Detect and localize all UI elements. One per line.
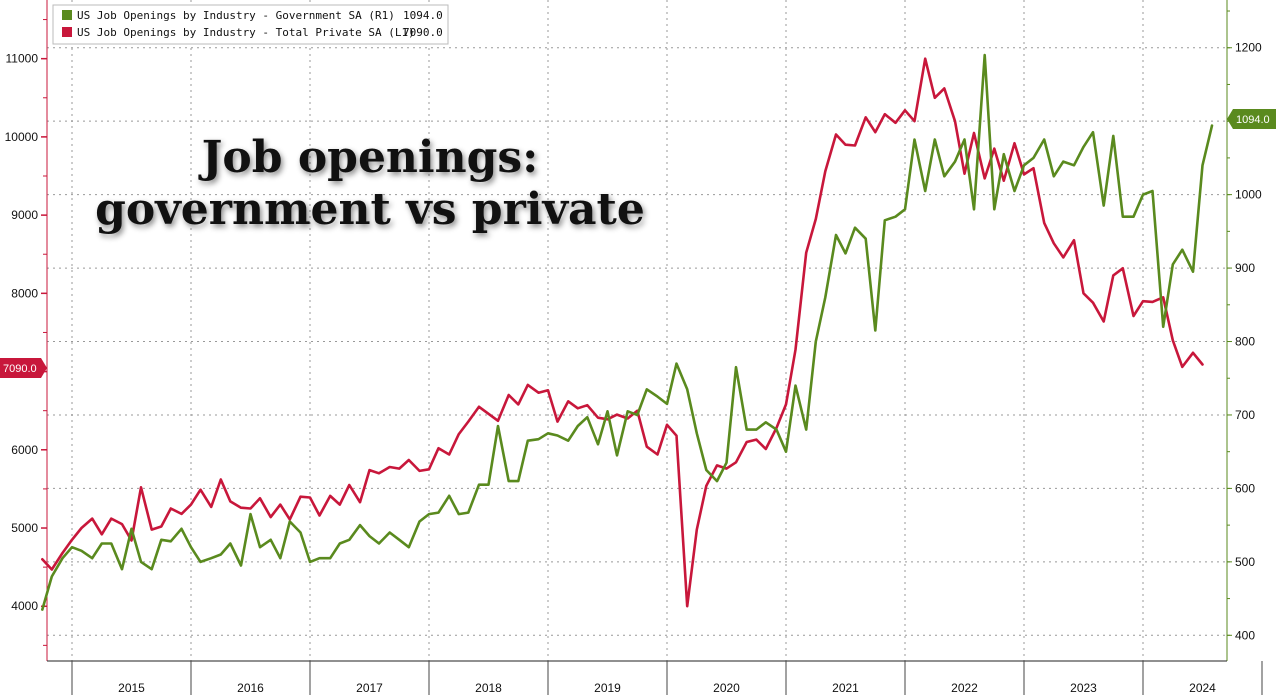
legend-swatch-government	[62, 10, 72, 20]
right-tick-label: 400	[1235, 628, 1255, 642]
legend-label-government: US Job Openings by Industry - Government…	[77, 9, 395, 22]
x-tick-label-2021: 2021	[832, 681, 859, 695]
left-tick-label: 4000	[11, 599, 38, 613]
x-tick-label-2022: 2022	[951, 681, 978, 695]
legend-value-government: 1094.0	[403, 9, 443, 22]
right-tick-label: 900	[1235, 261, 1255, 275]
tag-shape-private	[0, 358, 47, 378]
legend-value-private: 7090.0	[403, 26, 443, 39]
legend-box	[52, 4, 449, 45]
legend-swatch-private	[62, 27, 72, 37]
last-value-tags: 7090.0 1094.0	[0, 109, 1276, 378]
headline-line-1: Job openings:	[198, 132, 539, 183]
series-line-private	[40, 57, 1204, 608]
headline-line-2: government vs private	[95, 184, 645, 235]
last-value-tag-government: 1094.0	[1227, 109, 1276, 129]
series-line-government	[40, 53, 1214, 611]
left-tick-label: 9000	[11, 208, 38, 222]
x-axis-year-ticks: 2015 2016 2017 2018 2019 2020 2021 2022 2023 2024	[71, 661, 1263, 695]
x-tick-label-2024: 2024	[1189, 681, 1216, 695]
left-tick-label: 8000	[11, 286, 38, 300]
x-tick-label-2019: 2019	[594, 681, 621, 695]
left-tick-label: 5000	[11, 521, 38, 535]
gridlines	[47, 0, 1227, 661]
series-layer	[40, 53, 1214, 611]
axes	[46, 0, 1228, 662]
left-axis-ticks: 4000500060007000800090001000011000	[5, 19, 47, 646]
tag-text-government: 1094.0	[1236, 114, 1270, 126]
right-tick-label: 500	[1235, 555, 1255, 569]
left-tick-label: 11000	[6, 52, 39, 66]
right-tick-label: 1000	[1235, 188, 1262, 202]
right-tick-label: 1200	[1235, 41, 1262, 55]
right-axis-ticks: 400500600700800900100011001200	[1227, 10, 1262, 642]
legend-label-private: US Job Openings by Industry - Total Priv…	[77, 26, 415, 39]
left-tick-label: 6000	[11, 443, 38, 457]
last-value-tag-private: 7090.0	[0, 358, 47, 378]
x-tick-label-2016: 2016	[237, 681, 264, 695]
right-tick-label: 800	[1235, 335, 1255, 349]
right-tick-label: 700	[1235, 408, 1255, 422]
x-tick-label-2017: 2017	[356, 681, 383, 695]
x-tick-label-2015: 2015	[118, 681, 145, 695]
headline: Job openings: government vs private	[95, 132, 645, 235]
x-tick-label-2018: 2018	[475, 681, 502, 695]
x-tick-label-2020: 2020	[713, 681, 740, 695]
legend: US Job Openings by Industry - Government…	[52, 4, 449, 45]
tag-shape-government	[1227, 109, 1276, 129]
left-tick-label: 10000	[5, 130, 39, 144]
right-tick-label: 600	[1235, 481, 1255, 495]
x-tick-label-2023: 2023	[1070, 681, 1097, 695]
tag-text-private: 7090.0	[3, 363, 37, 375]
